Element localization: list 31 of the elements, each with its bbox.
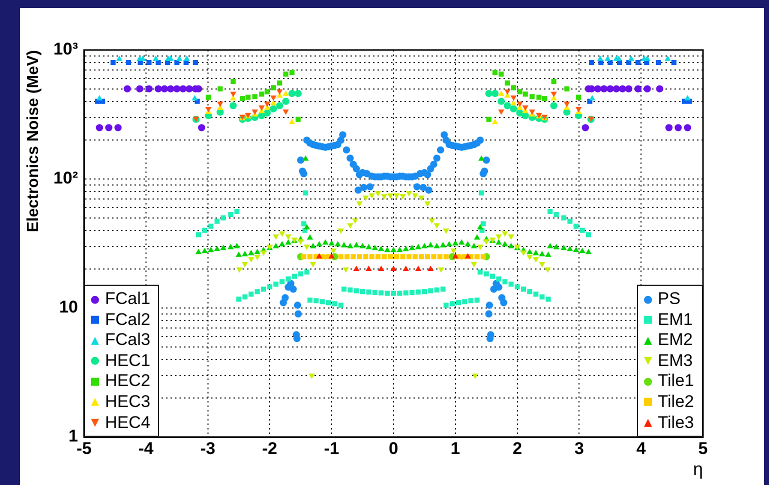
y-tick-label: 10 — [59, 298, 78, 317]
x-tick-label: 0 — [388, 438, 398, 458]
x-tick-label: -2 — [262, 438, 278, 458]
x-tick-label: -5 — [76, 438, 92, 458]
legend-label: Tile2 — [656, 392, 694, 412]
y-tick-label: 10³ — [53, 40, 78, 59]
x-tick-label: -3 — [200, 438, 216, 458]
legend-label: FCal3 — [104, 330, 150, 351]
x-tick-label: 5 — [698, 438, 708, 458]
x-tick-label: 1 — [450, 438, 460, 458]
legend-label: Tile3 — [656, 412, 694, 433]
legend-label: EM1 — [656, 309, 694, 330]
legend-label: PS — [656, 288, 682, 310]
x-tick-label: 4 — [636, 438, 646, 458]
x-tick-label: 2 — [512, 438, 522, 458]
legend-label: EM2 — [656, 330, 694, 351]
y-axis-title: Electronics Noise (MeV) — [25, 50, 42, 232]
legend-label: Tile1 — [656, 371, 694, 392]
x-tick-label: -1 — [324, 438, 340, 458]
x-tick-label: -4 — [138, 438, 154, 458]
y-tick-label: 1 — [68, 426, 78, 446]
legend-label: FCal2 — [104, 309, 150, 330]
legend-label: HEC1 — [104, 350, 150, 372]
legend-label: EM3 — [656, 350, 694, 372]
legend-label: HEC3 — [104, 392, 150, 412]
legend-label: FCal1 — [104, 288, 150, 310]
x-axis-title: η — [692, 459, 703, 480]
legend-label: HEC2 — [104, 371, 150, 392]
legend-label: HEC4 — [104, 412, 150, 433]
y-tick-label: 10² — [53, 168, 78, 188]
x-tick-label: 3 — [574, 438, 584, 458]
